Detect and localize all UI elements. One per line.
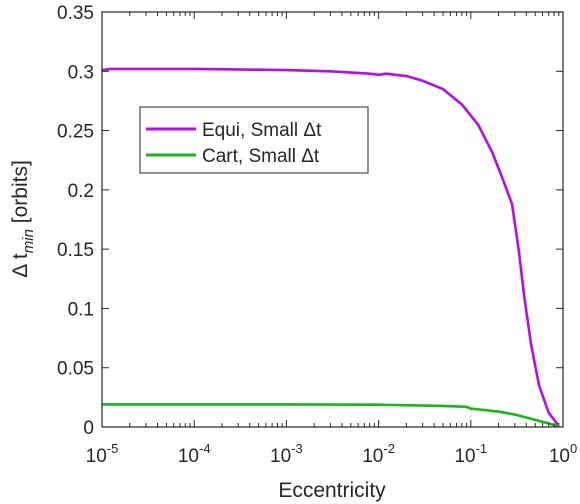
x-axis-title: Eccentricity — [278, 479, 386, 502]
plot-frame — [101, 11, 564, 428]
y-tick-label-1: 0.05 — [57, 359, 94, 380]
legend: Equi, Small Δt Cart, Small Δt — [139, 106, 369, 174]
y-axis-title-prefix: Δ t — [9, 253, 32, 278]
x-tick-label-4: 10-1 — [454, 441, 487, 467]
legend-label-equi: Equi, Small Δt — [202, 120, 322, 141]
legend-box — [139, 106, 369, 174]
series-line-1 — [102, 403, 559, 427]
y-tick-label-0: 0 — [83, 418, 94, 439]
series-layer — [102, 67, 559, 427]
labels-layer: 0 0.05 0.1 0.15 0.2 0.25 0.3 0.35 10-5 10-4 10-3 10… — [57, 3, 577, 467]
y-axis-title: Δ tmin [orbits] — [9, 160, 37, 278]
x-tick-label-3: 10-2 — [362, 441, 395, 467]
y-axis-title-subscript: min — [20, 229, 37, 253]
x-tick-label-0: 10-5 — [86, 441, 119, 467]
x-tick-label-1: 10-4 — [178, 441, 211, 467]
y-axis-title-suffix: [orbits] — [9, 160, 32, 229]
y-tick-label-7: 0.35 — [57, 3, 94, 24]
x-tick-label-5: 100 — [549, 441, 577, 467]
y-tick-label-4: 0.2 — [68, 181, 94, 202]
x-tick-label-2: 10-3 — [270, 441, 303, 467]
y-tick-label-5: 0.25 — [57, 122, 94, 143]
series-line-0 — [102, 67, 559, 426]
legend-label-cart: Cart, Small Δt — [202, 146, 320, 167]
y-tick-label-3: 0.15 — [57, 240, 94, 261]
ticks-layer — [101, 11, 564, 428]
y-tick-label-2: 0.1 — [68, 299, 94, 320]
y-tick-label-6: 0.3 — [68, 62, 94, 83]
